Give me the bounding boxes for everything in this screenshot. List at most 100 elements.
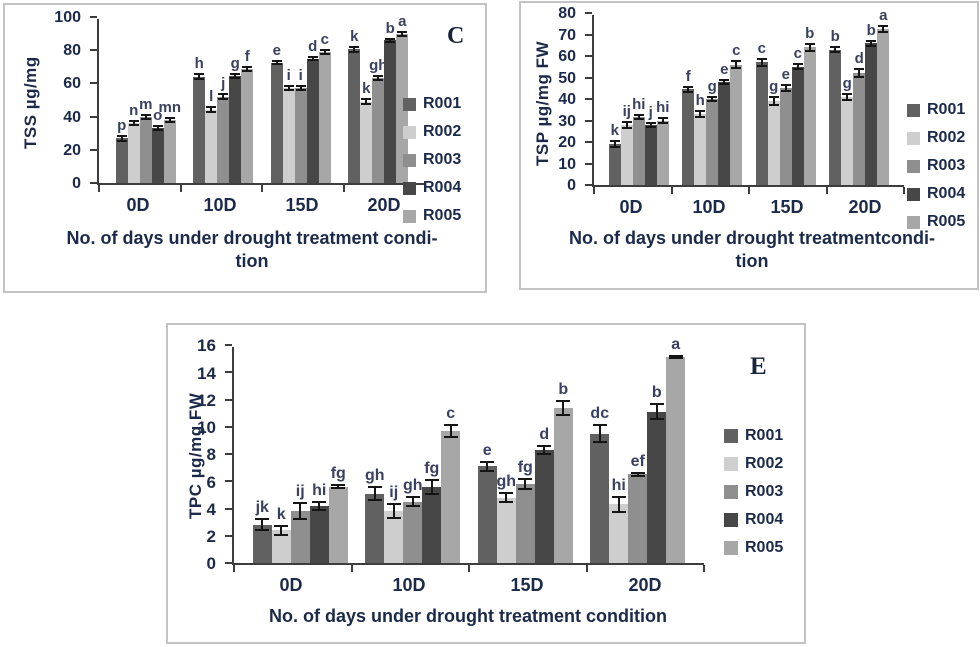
- error-bar-cap: [780, 90, 791, 93]
- error-bar-cap: [218, 98, 229, 101]
- x-tick-mark: [342, 185, 345, 192]
- x-category-label: 20D: [848, 197, 882, 217]
- bar-group-15D: e gh fg d b: [477, 381, 573, 563]
- legend-item-R002: R002: [403, 123, 461, 141]
- error-bar: [337, 485, 340, 489]
- legend-swatch-icon: [907, 159, 920, 173]
- bar-R003-20D: d: [853, 50, 866, 185]
- significance-label: g: [842, 74, 852, 92]
- error-bar-cap: [283, 84, 294, 87]
- y-tick-mark: [225, 507, 232, 510]
- error-bar-cap: [866, 39, 877, 42]
- legend-item-R005: R005: [907, 213, 965, 231]
- bar-R004-20D: b: [647, 384, 667, 563]
- error-bar-cap: [164, 120, 175, 123]
- bar-R002-20D: k: [360, 80, 373, 183]
- legend-swatch-icon: [724, 513, 738, 527]
- legend-swatch-icon: [724, 457, 738, 471]
- y-tick-label: 20: [63, 141, 81, 159]
- bar-R002-0D: n: [127, 102, 140, 183]
- bar-R002-20D: g: [841, 75, 854, 185]
- bar-R003-10D: g: [706, 78, 719, 185]
- error-bar-cap: [367, 486, 382, 489]
- y-tick-label: 40: [558, 91, 576, 109]
- y-tick-label: 60: [558, 48, 576, 66]
- significance-label: c: [446, 404, 456, 422]
- error-bar: [796, 64, 799, 70]
- error-bar-cap: [592, 424, 607, 427]
- x-category-label: 15D: [770, 197, 804, 217]
- bar-R002-0D: ij: [620, 103, 633, 185]
- y-tick-mark: [585, 184, 592, 186]
- error-bar-cap: [443, 423, 458, 426]
- error-bar-cap: [152, 129, 163, 132]
- legend-item-R001: R001: [403, 95, 461, 113]
- bar-R005-20D: a: [877, 7, 890, 185]
- y-tick-mark: [90, 49, 97, 52]
- error-bar-cap: [649, 403, 664, 406]
- y-tick-mark: [90, 82, 97, 85]
- legend-item-R001: R001: [907, 101, 965, 119]
- bar-R003-15D: i: [294, 67, 307, 183]
- error-bar-cap: [295, 85, 306, 88]
- y-tick-mark: [225, 562, 232, 564]
- legend-label: R001: [927, 101, 966, 118]
- legend-swatch-icon: [907, 215, 920, 229]
- error-bar-cap: [367, 498, 382, 501]
- bar-R004-0D: j: [644, 104, 657, 185]
- bar-R004-0D: hi: [309, 482, 329, 563]
- bar-R001-20D: k: [348, 28, 361, 183]
- legend-swatch-icon: [907, 103, 920, 117]
- x-category-label: 10D: [392, 575, 426, 595]
- error-bar: [280, 525, 283, 536]
- bar-R004-10D: e: [718, 61, 731, 185]
- legend-item-R003: R003: [403, 151, 461, 169]
- error-bar-cap: [293, 502, 308, 505]
- bar-R002-10D: h: [694, 92, 707, 185]
- error-bar-cap: [556, 413, 571, 416]
- x-tick-mark: [585, 565, 588, 572]
- x-tick-mark: [424, 185, 426, 192]
- x-axis-labels: 0D 10D 15D 20D: [592, 197, 904, 218]
- significance-label: i: [286, 66, 291, 84]
- bar-R002-0D: k: [271, 506, 291, 563]
- error-bar: [674, 356, 677, 359]
- significance-label: hi: [656, 99, 670, 117]
- x-tick-mark: [350, 565, 353, 572]
- legend-swatch-icon: [724, 429, 738, 443]
- error-bar-cap: [645, 125, 656, 128]
- bar-R005-0D: mn: [159, 99, 181, 183]
- significance-label: j: [648, 103, 653, 121]
- y-tick-mark: [225, 453, 232, 455]
- error-bar: [543, 445, 546, 455]
- x-axis-title: No. of days under drought treatmentcondi…: [557, 227, 947, 272]
- error-bar: [613, 140, 616, 148]
- bar-R005-0D: hi: [656, 99, 669, 185]
- y-tick-label: 100: [54, 9, 81, 27]
- legend-label: R002: [745, 455, 784, 472]
- bar-R001-0D: jk: [252, 499, 272, 563]
- y-tick-label: 80: [63, 42, 81, 60]
- legend: R001 R002 R003 R004 R005: [907, 101, 965, 231]
- error-bar: [365, 99, 368, 105]
- chart-tpc: TPC µg/mg FW jk k ij hi fg gh ij gh fg c e gh fg d b dc…: [166, 323, 806, 644]
- significance-label: n: [129, 102, 139, 120]
- error-bar-cap: [707, 95, 718, 98]
- bar-R005-10D: c: [441, 405, 461, 563]
- error-bar-cap: [854, 76, 865, 79]
- significance-label: k: [610, 121, 619, 139]
- error-bar-cap: [152, 125, 163, 128]
- error-bar-cap: [373, 75, 384, 78]
- error-bar-cap: [731, 66, 742, 69]
- error-bar-cap: [630, 474, 645, 477]
- error-bar-cap: [878, 31, 889, 34]
- bar-R002-15D: gh: [496, 473, 516, 563]
- error-bar-cap: [312, 508, 327, 511]
- error-bar: [299, 86, 302, 91]
- error-bar-cap: [194, 73, 205, 76]
- significance-label: g: [707, 77, 717, 95]
- significance-label: d: [854, 50, 864, 68]
- error-bar-cap: [295, 89, 306, 92]
